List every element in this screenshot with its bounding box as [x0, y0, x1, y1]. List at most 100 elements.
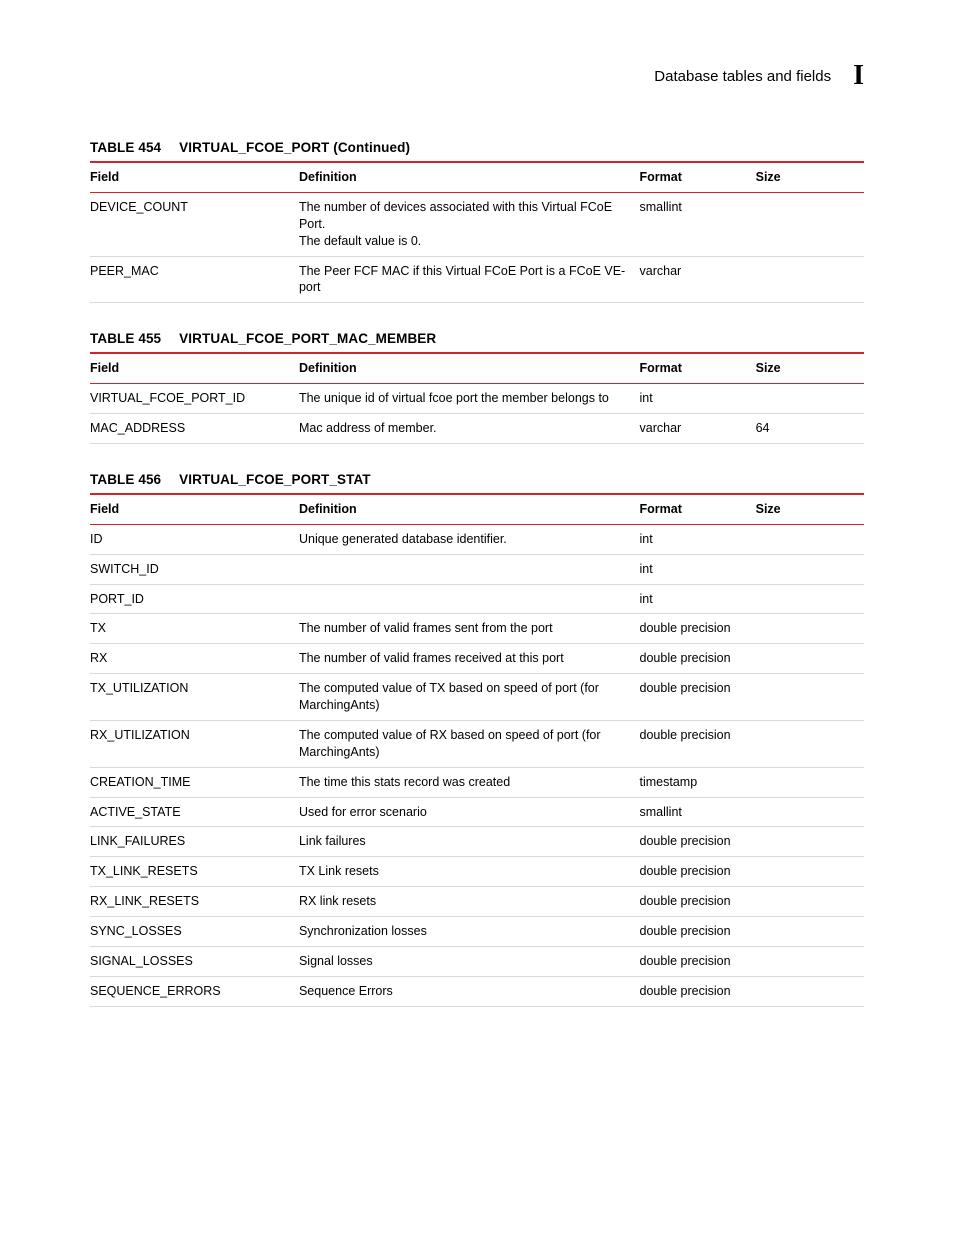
definition-line: The computed value of TX based on speed …: [299, 680, 630, 714]
definition-line: RX link resets: [299, 893, 630, 910]
header-title: Database tables and fields: [654, 68, 831, 85]
definition-line: Unique generated database identifier.: [299, 531, 630, 548]
cell-definition: The computed value of RX based on speed …: [299, 720, 640, 767]
tables-host: TABLE 454 VIRTUAL_FCOE_PORT (Continued) Fi…: [90, 140, 864, 1007]
cell-size: [756, 674, 864, 721]
table-block: TABLE 454 VIRTUAL_FCOE_PORT (Continued) Fi…: [90, 140, 864, 303]
table-header-row: FieldDefinitionFormatSize: [90, 353, 864, 383]
doc-table: FieldDefinitionFormatSizeVIRTUAL_FCOE_PO…: [90, 352, 864, 444]
cell-format: varchar: [640, 256, 756, 303]
cell-field: RX: [90, 644, 299, 674]
cell-size: [756, 797, 864, 827]
table-row: SYNC_LOSSESSynchronization losses double …: [90, 917, 864, 947]
cell-size: [756, 192, 864, 256]
cell-field: ACTIVE_STATE: [90, 797, 299, 827]
cell-definition: The number of valid frames received at t…: [299, 644, 640, 674]
table-caption: TABLE 455 VIRTUAL_FCOE_PORT_MAC_MEMBER: [90, 331, 864, 352]
table-row: IDUnique generated database identifier. i…: [90, 524, 864, 554]
cell-size: [756, 614, 864, 644]
definition-line: The number of devices associated with th…: [299, 199, 630, 233]
cell-format: smallint: [640, 192, 756, 256]
table-row: TXThe number of valid frames sent from t…: [90, 614, 864, 644]
cell-field: RX_LINK_RESETS: [90, 887, 299, 917]
table-row: TX_LINK_RESETSTX Link resetsdouble preci…: [90, 857, 864, 887]
definition-line: Link failures: [299, 833, 630, 850]
cell-definition: Signal losses: [299, 946, 640, 976]
cell-definition: The number of valid frames sent from the…: [299, 614, 640, 644]
cell-format: double precision: [640, 946, 756, 976]
cell-size: [756, 976, 864, 1006]
table-header-row: FieldDefinitionFormatSize: [90, 494, 864, 524]
cell-size: [756, 887, 864, 917]
cell-definition: Used for error scenario: [299, 797, 640, 827]
table-number: TABLE 455: [90, 331, 161, 346]
column-header: Format: [640, 353, 756, 383]
cell-definition: The time this stats record was created: [299, 767, 640, 797]
table-caption: TABLE 456VIRTUAL_FCOE_PORT_STAT: [90, 472, 864, 493]
cell-format: int: [640, 584, 756, 614]
definition-line: The computed value of RX based on speed …: [299, 727, 630, 761]
table-row: DEVICE_COUNTThe number of devices associ…: [90, 192, 864, 256]
table-row: SIGNAL_LOSSESSignal lossesdouble precisi…: [90, 946, 864, 976]
definition-line: The default value is 0.: [299, 233, 630, 250]
cell-format: double precision: [640, 857, 756, 887]
table-row: ACTIVE_STATEUsed for error scenariosmall…: [90, 797, 864, 827]
table-row: CREATION_TIMEThe time this stats record …: [90, 767, 864, 797]
page-container: Database tables and fields I TABLE 454VI…: [0, 0, 954, 1095]
table-caption: TABLE 454 VIRTUAL_FCOE_PORT (Continued): [90, 140, 864, 161]
cell-format: double precision: [640, 887, 756, 917]
cell-format: double precision: [640, 644, 756, 674]
cell-field: MAC_ADDRESS: [90, 414, 299, 444]
cell-size: [756, 524, 864, 554]
cell-format: double precision: [640, 720, 756, 767]
cell-field: PORT_ID: [90, 584, 299, 614]
cell-definition: Mac address of member.: [299, 414, 640, 444]
definition-line: Signal losses: [299, 953, 630, 970]
cell-size: [756, 827, 864, 857]
table-row: RX_UTILIZATIONThe computed value of RX b…: [90, 720, 864, 767]
cell-definition: The Peer FCF MAC if this Virtual FCoE Po…: [299, 256, 640, 303]
cell-field: SWITCH_ID: [90, 554, 299, 584]
cell-size: [756, 256, 864, 303]
doc-table: FieldDefinitionFormatSizeIDUnique genera…: [90, 493, 864, 1007]
cell-definition: The number of devices associated with th…: [299, 192, 640, 256]
cell-definition: [299, 584, 640, 614]
cell-format: double precision: [640, 827, 756, 857]
cell-definition: Sequence Errors: [299, 976, 640, 1006]
definition-line: The number of valid frames sent from the…: [299, 620, 630, 637]
column-header: Field: [90, 494, 299, 524]
table-number: TABLE 456: [90, 472, 161, 487]
table-number: TABLE 454: [90, 140, 161, 155]
table-row: VIRTUAL_FCOE_PORT_IDThe unique id of vir…: [90, 384, 864, 414]
cell-format: int: [640, 524, 756, 554]
cell-size: [756, 857, 864, 887]
cell-size: [756, 384, 864, 414]
table-name: VIRTUAL_FCOE_PORT_MAC_MEMBER: [179, 331, 436, 346]
cell-size: [756, 554, 864, 584]
definition-line: Synchronization losses: [299, 923, 630, 940]
cell-format: double precision: [640, 614, 756, 644]
definition-line: Used for error scenario: [299, 804, 630, 821]
definition-line: TX Link resets: [299, 863, 630, 880]
cell-size: [756, 720, 864, 767]
table-row: PEER_MACThe Peer FCF MAC if this Virtual…: [90, 256, 864, 303]
cell-size: [756, 644, 864, 674]
cell-format: double precision: [640, 917, 756, 947]
column-header: Field: [90, 353, 299, 383]
cell-definition: [299, 554, 640, 584]
table-name: VIRTUAL_FCOE_PORT (Continued): [179, 140, 410, 155]
cell-field: LINK_FAILURES: [90, 827, 299, 857]
column-header: Field: [90, 162, 299, 192]
cell-field: ID: [90, 524, 299, 554]
cell-definition: TX Link resets: [299, 857, 640, 887]
table-row: SWITCH_IDint: [90, 554, 864, 584]
definition-line: Mac address of member.: [299, 420, 630, 437]
cell-format: double precision: [640, 674, 756, 721]
cell-field: PEER_MAC: [90, 256, 299, 303]
table-row: SEQUENCE_ERRORSSequence Errorsdouble pre…: [90, 976, 864, 1006]
cell-field: DEVICE_COUNT: [90, 192, 299, 256]
cell-field: SYNC_LOSSES: [90, 917, 299, 947]
cell-definition: Unique generated database identifier.: [299, 524, 640, 554]
table-row: RX_LINK_RESETSRX link resets double preci…: [90, 887, 864, 917]
cell-field: RX_UTILIZATION: [90, 720, 299, 767]
